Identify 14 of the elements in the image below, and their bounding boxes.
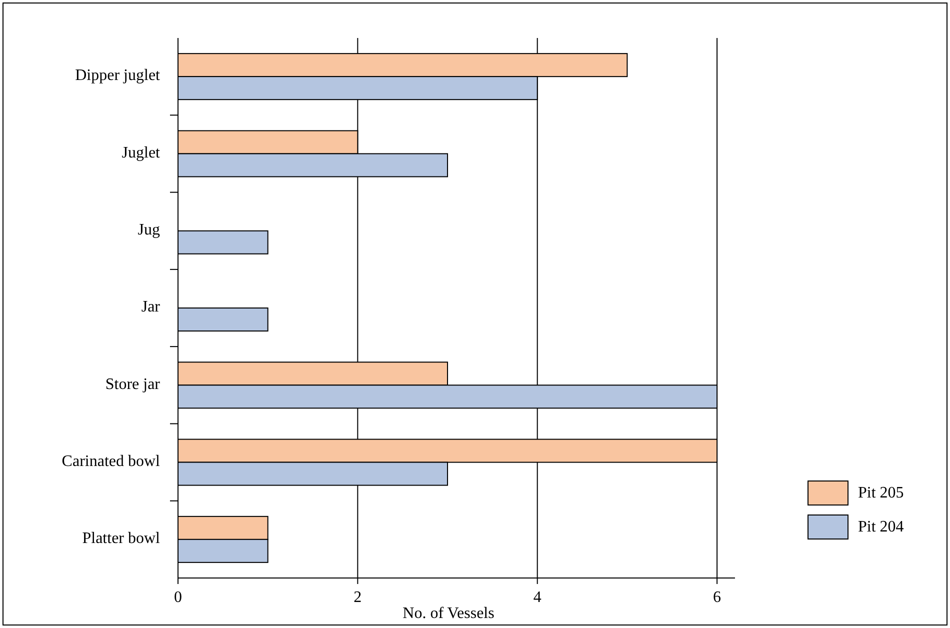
x-axis-title: No. of Vessels [402,605,494,622]
x-tick-label: 0 [174,589,182,606]
y-tick-label: Jar [141,298,161,316]
y-tick-label: Platter bowl [82,530,161,548]
y-tick-label: Store jar [105,376,161,393]
legend-label: Pit 204 [858,518,904,536]
legend-label: Pit 205 [858,484,904,502]
x-tick-label: 2 [354,589,362,606]
x-tick-label: 6 [713,589,722,606]
y-tick-label: Juglet [122,144,161,162]
y-tick-label: Carinated bowl [62,452,161,470]
x-tick-label: 4 [533,589,542,606]
y-tick-label: Jug [138,222,160,239]
y-tick-label: Dipper juglet [75,67,161,84]
